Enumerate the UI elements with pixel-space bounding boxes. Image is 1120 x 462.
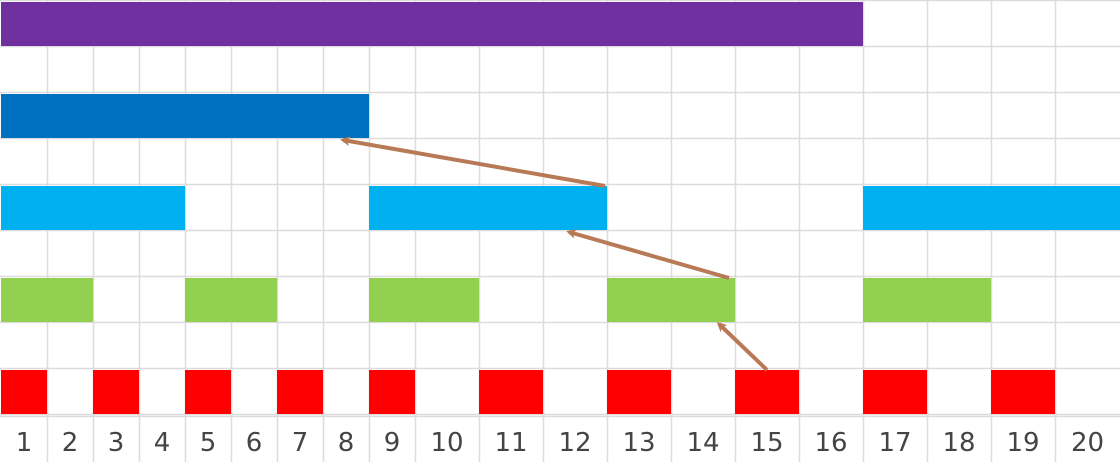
bar-light-blue — [1, 186, 185, 230]
bar-red — [369, 370, 415, 414]
column-label: 1 — [16, 428, 33, 458]
column-label: 7 — [292, 428, 309, 458]
column-label: 18 — [942, 428, 975, 458]
dependency-arrow — [716, 321, 769, 372]
bar-light-blue — [863, 186, 1120, 230]
dependency-arrow — [566, 229, 730, 280]
column-label: 16 — [814, 428, 847, 458]
bar-green — [863, 278, 991, 322]
dependency-arrow — [340, 136, 606, 188]
column-label: 13 — [622, 428, 655, 458]
bar-red — [1, 370, 47, 414]
column-label: 2 — [62, 428, 79, 458]
bar-dark-blue — [1, 94, 369, 138]
bar-red — [991, 370, 1055, 414]
column-label: 4 — [154, 428, 171, 458]
bar-red — [93, 370, 139, 414]
bar-green — [369, 278, 479, 322]
column-label: 3 — [108, 428, 125, 458]
bar-red — [735, 370, 799, 414]
arrows — [340, 136, 769, 372]
bar-purple — [1, 2, 863, 46]
column-label: 17 — [878, 428, 911, 458]
column-label: 10 — [430, 428, 463, 458]
column-label: 20 — [1071, 428, 1104, 458]
column-label: 6 — [246, 428, 263, 458]
column-label: 8 — [338, 428, 355, 458]
bar-green — [607, 278, 735, 322]
column-labels: 1 2 3 4 5 6 7 8 9 10 11 12 13 14 15 16 17 18 19 20 — [16, 428, 1104, 458]
column-label: 19 — [1006, 428, 1039, 458]
bar-red — [479, 370, 543, 414]
bars — [1, 2, 1120, 414]
bar-light-blue — [369, 186, 607, 230]
bar-green — [185, 278, 277, 322]
column-label: 9 — [384, 428, 401, 458]
column-label: 14 — [686, 428, 719, 458]
bar-red — [607, 370, 671, 414]
column-label: 12 — [558, 428, 591, 458]
column-label: 15 — [750, 428, 783, 458]
bar-red — [185, 370, 231, 414]
bar-green — [1, 278, 93, 322]
column-label: 5 — [200, 428, 217, 458]
bar-red — [863, 370, 927, 414]
column-label: 11 — [494, 428, 527, 458]
bar-red — [277, 370, 323, 414]
